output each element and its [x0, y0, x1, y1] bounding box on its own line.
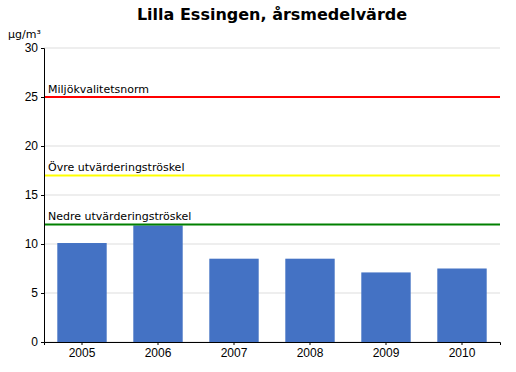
y-tick-label: 15 — [25, 188, 39, 202]
reference-label: Miljökvalitetsnorm — [48, 83, 149, 96]
grid-line — [44, 146, 500, 147]
grid — [44, 48, 500, 342]
grid-line — [44, 97, 500, 98]
x-tick-label: 2008 — [297, 346, 324, 360]
y-tick-mark — [41, 195, 44, 196]
title: Lilla Essingen, årsmedelvärde — [137, 5, 407, 24]
y-tick-mark — [41, 146, 44, 147]
bar — [285, 259, 334, 342]
y-tick-label: 5 — [31, 286, 38, 300]
y-tick-mark — [41, 48, 44, 49]
y-tick-label: 25 — [25, 90, 39, 104]
x-tick: 2007 — [221, 342, 248, 360]
y-axis-line — [41, 49, 45, 343]
x-tick: 2010 — [449, 342, 476, 360]
reference-line — [44, 96, 500, 98]
y-axis: 0 5 10 15 20 25 30 — [25, 41, 45, 349]
reference-line — [44, 223, 500, 225]
x-tick-label: 2009 — [373, 346, 400, 360]
grid-line — [44, 293, 500, 294]
x-tick: 2006 — [145, 342, 172, 360]
y-tick-label: 20 — [25, 139, 39, 153]
x-tick-label: 2006 — [145, 346, 172, 360]
x-tick-label: 2007 — [221, 346, 248, 360]
reference-label: Övre utvärderingströskel — [48, 161, 184, 174]
y-tick: 15 — [25, 188, 44, 202]
y-axis-title: μg/m³ — [8, 28, 41, 41]
y-tick-label: 0 — [31, 335, 38, 349]
grid-line — [44, 244, 500, 245]
bar — [57, 243, 106, 342]
y-tick-mark — [41, 342, 44, 343]
bar — [209, 259, 258, 342]
y-tick: 20 — [25, 139, 44, 153]
chart: 2005 2006 2007 2008 2009 2010 0 5 10 15 20 25 30 Milj… — [0, 0, 516, 372]
y-tick-mark — [41, 244, 44, 245]
y-tick-mark — [41, 293, 44, 294]
marks — [44, 97, 500, 342]
reference-label: Nedre utvärderingströskel — [48, 210, 191, 223]
x-axis-line — [45, 343, 501, 346]
x-tick: 2009 — [373, 342, 400, 360]
grid-line — [44, 48, 500, 49]
x-tick-label: 2005 — [69, 346, 96, 360]
bar — [437, 269, 486, 343]
reference-line — [44, 174, 500, 176]
y-tick: 10 — [25, 237, 44, 251]
x-tick-label: 2010 — [449, 346, 476, 360]
y-tick-label: 30 — [25, 41, 39, 55]
grid-line — [44, 195, 500, 196]
plot: 2005 2006 2007 2008 2009 2010 0 5 10 15 20 25 30 Milj… — [25, 41, 501, 359]
y-tick: 30 — [25, 41, 44, 55]
y-tick-mark — [41, 97, 44, 98]
bar — [361, 272, 410, 342]
x-tick: 2005 — [69, 342, 96, 360]
x-axis: 2005 2006 2007 2008 2009 2010 — [45, 342, 501, 360]
y-tick: 0 — [31, 335, 44, 349]
y-tick-label: 10 — [25, 237, 39, 251]
y-tick: 5 — [31, 286, 44, 300]
bar — [133, 225, 182, 342]
x-tick: 2008 — [297, 342, 324, 360]
y-tick: 25 — [25, 90, 44, 104]
